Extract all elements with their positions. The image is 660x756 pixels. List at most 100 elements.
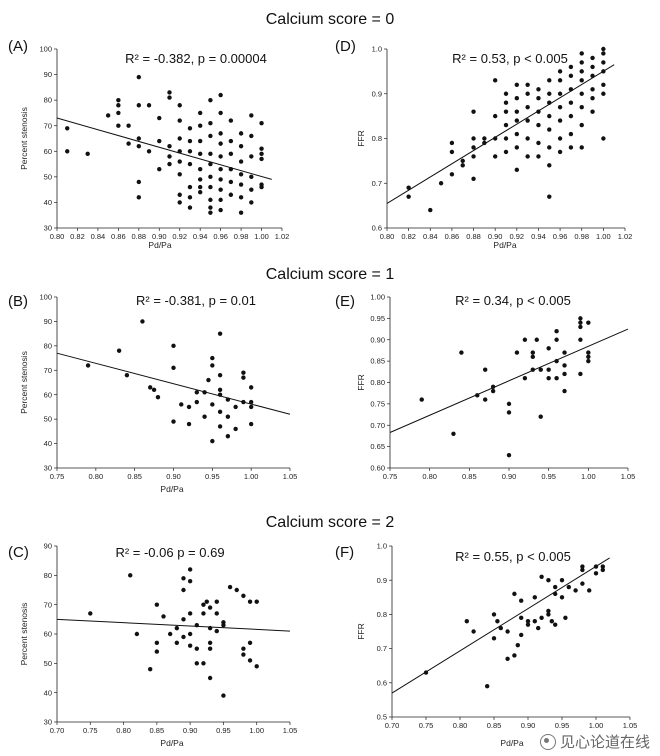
y-tick-label: 100 xyxy=(39,45,52,54)
data-point xyxy=(198,124,202,128)
panel-c: (C) R² = -0.06 p = 0.69 0.70 0.75 0.80 0.85 0.… xyxy=(8,542,297,748)
data-point xyxy=(140,319,144,323)
data-point xyxy=(560,578,564,582)
data-point xyxy=(171,344,175,348)
data-point xyxy=(471,109,475,113)
data-point xyxy=(148,385,152,389)
data-point xyxy=(569,65,573,69)
data-point xyxy=(539,575,543,579)
data-point xyxy=(218,331,222,335)
x-tick-label: 0.82 xyxy=(401,232,416,241)
data-point xyxy=(507,402,511,406)
x-tick-label: 0.95 xyxy=(216,726,231,735)
data-point xyxy=(202,415,206,419)
data-point xyxy=(229,193,233,197)
stat-text-c: R² = -0.06 p = 0.69 xyxy=(115,545,224,560)
data-point xyxy=(178,159,182,163)
data-point xyxy=(547,78,551,82)
data-point xyxy=(226,415,230,419)
data-point xyxy=(188,611,192,615)
x-tick-label: 0.80 xyxy=(422,472,437,481)
data-point xyxy=(198,152,202,156)
data-point xyxy=(205,600,209,604)
data-point xyxy=(226,397,230,401)
data-point xyxy=(198,177,202,181)
panel-label-d: (D) xyxy=(335,38,356,55)
watermark: 见心论道在线 xyxy=(540,731,650,752)
data-point xyxy=(525,118,529,122)
data-point xyxy=(450,172,454,176)
data-point xyxy=(563,616,567,620)
data-point xyxy=(587,588,591,592)
y-tick-label: 0.7 xyxy=(372,179,382,188)
data-point xyxy=(241,652,245,656)
data-point xyxy=(493,136,497,140)
x-tick-label: 0.85 xyxy=(462,472,477,481)
data-point xyxy=(208,646,212,650)
data-point xyxy=(208,626,212,630)
data-point xyxy=(550,619,554,623)
data-point xyxy=(519,633,523,637)
x-tick-label: 0.82 xyxy=(70,232,85,241)
data-point xyxy=(210,439,214,443)
data-point xyxy=(241,646,245,650)
data-point xyxy=(249,405,253,409)
data-point xyxy=(221,623,225,627)
y-axis-label-e: FFR xyxy=(356,374,366,391)
data-point xyxy=(168,632,172,636)
data-point xyxy=(175,641,179,645)
data-point xyxy=(157,167,161,171)
x-tick-label: 0.95 xyxy=(555,721,570,730)
data-point xyxy=(167,154,171,158)
data-point xyxy=(188,162,192,166)
data-point xyxy=(233,427,237,431)
data-point xyxy=(137,195,141,199)
data-point xyxy=(504,136,508,140)
data-point xyxy=(590,56,594,60)
y-tick-label: 90 xyxy=(44,70,52,79)
y-tick-label: 1.0 xyxy=(372,45,382,54)
x-tick-label: 0.85 xyxy=(127,472,142,481)
data-point xyxy=(590,109,594,113)
data-point xyxy=(181,635,185,639)
data-point xyxy=(178,149,182,153)
data-point xyxy=(586,355,590,359)
data-point xyxy=(590,65,594,69)
data-point xyxy=(208,210,212,214)
data-point xyxy=(482,136,486,140)
data-point xyxy=(175,626,179,630)
y-axis-label-d: FFR xyxy=(356,130,366,147)
data-point xyxy=(117,349,121,353)
data-point xyxy=(515,83,519,87)
data-point xyxy=(546,367,550,371)
data-point xyxy=(512,653,516,657)
data-point xyxy=(465,619,469,623)
data-point xyxy=(156,395,160,399)
data-point xyxy=(239,210,243,214)
data-point xyxy=(218,167,222,171)
data-point xyxy=(229,139,233,143)
data-point xyxy=(590,74,594,78)
data-point xyxy=(554,376,558,380)
data-point xyxy=(531,367,535,371)
data-point xyxy=(208,121,212,125)
data-point xyxy=(536,109,540,113)
data-point xyxy=(536,626,540,630)
x-tick-label: 0.90 xyxy=(521,721,536,730)
data-point xyxy=(178,193,182,197)
x-tick-label: 0.75 xyxy=(83,726,98,735)
data-point xyxy=(202,390,206,394)
data-point xyxy=(128,573,132,577)
data-point xyxy=(249,422,253,426)
y-tick-label: 40 xyxy=(44,439,52,448)
panel-b: (B) R² = -0.381, p = 0.01 0.75 0.80 0.85 0.90… xyxy=(8,293,297,494)
data-point xyxy=(187,422,191,426)
x-tick-label: 1.00 xyxy=(244,472,259,481)
x-tick-label: 0.70 xyxy=(385,721,400,730)
data-point xyxy=(536,154,540,158)
y-axis-label-a: Percent stenosis xyxy=(19,107,29,170)
data-point xyxy=(248,658,252,662)
y-tick-label: 50 xyxy=(44,172,52,181)
data-point xyxy=(491,389,495,393)
